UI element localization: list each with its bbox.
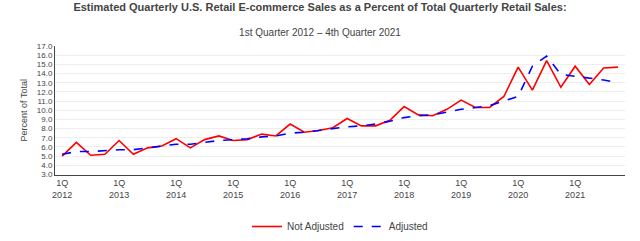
svg-text:1Q2012: 1Q2012: [52, 178, 72, 200]
svg-text:1Q2013: 1Q2013: [109, 178, 129, 200]
svg-text:1Q2019: 1Q2019: [451, 178, 471, 200]
svg-text:1Q2020: 1Q2020: [508, 178, 528, 200]
svg-text:9.0: 9.0: [41, 115, 53, 124]
svg-text:1Q2016: 1Q2016: [280, 178, 300, 200]
svg-text:Not Adjusted: Not Adjusted: [287, 221, 344, 232]
svg-text:13.0: 13.0: [37, 79, 53, 88]
svg-text:6.0: 6.0: [41, 143, 53, 152]
svg-text:5.0: 5.0: [41, 152, 53, 161]
svg-text:12.0: 12.0: [37, 88, 53, 97]
svg-text:1st Quarter 2012 – 4th Quarter: 1st Quarter 2012 – 4th Quarter 2021: [239, 27, 401, 38]
svg-text:1Q2018: 1Q2018: [394, 178, 414, 200]
svg-text:14.0: 14.0: [37, 69, 53, 78]
svg-text:Estimated Quarterly U.S. Retai: Estimated Quarterly U.S. Retail E-commer…: [73, 1, 566, 13]
svg-text:1Q2015: 1Q2015: [223, 178, 243, 200]
svg-text:4.0: 4.0: [41, 161, 53, 170]
svg-text:3.0: 3.0: [41, 170, 53, 179]
svg-text:16.0: 16.0: [37, 51, 53, 60]
svg-text:1Q2014: 1Q2014: [166, 178, 186, 200]
svg-text:8.0: 8.0: [41, 124, 53, 133]
svg-text:1Q2017: 1Q2017: [337, 178, 357, 200]
svg-text:Adjusted: Adjusted: [389, 221, 428, 232]
svg-text:11.0: 11.0: [37, 97, 53, 106]
svg-text:1Q2021: 1Q2021: [565, 178, 585, 200]
svg-text:15.0: 15.0: [37, 60, 53, 69]
svg-text:17.0: 17.0: [37, 42, 53, 51]
svg-text:Percent of Total: Percent of Total: [19, 79, 29, 141]
svg-text:10.0: 10.0: [37, 106, 53, 115]
svg-text:7.0: 7.0: [41, 134, 53, 143]
